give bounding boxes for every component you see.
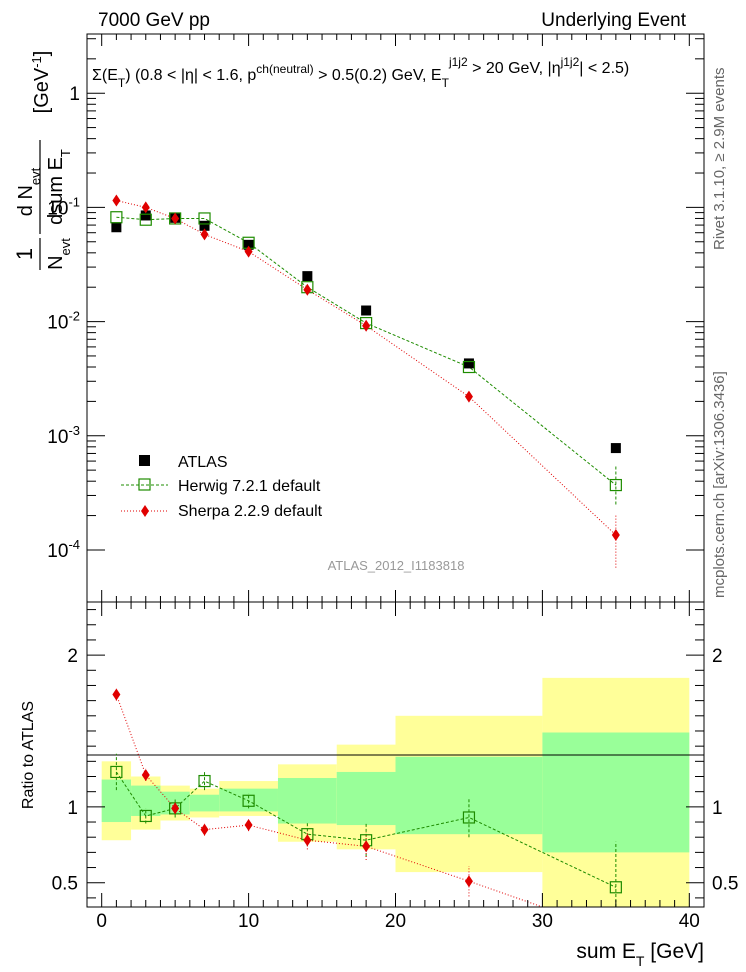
herwig-point xyxy=(139,213,152,226)
ratio-y-tick-label-right: 2 xyxy=(712,646,723,667)
main-plot: 110-110-210-310-4 Σ(ET) (0.8 < |η| < 1.6… xyxy=(12,33,705,603)
ratio-y-tick-label-left: 2 xyxy=(67,646,78,667)
ratio-y-tick-label-right: 0.5 xyxy=(712,874,738,895)
main-y-tick-label: 10-3 xyxy=(47,423,80,448)
header-right-label: Underlying Event xyxy=(541,10,686,31)
legend-marker-herwig xyxy=(138,478,151,491)
legend-label-herwig: Herwig 7.2.1 default xyxy=(178,478,321,495)
main-y-axis-label: 1 Nevt d Nevt dsum ET [GeV-1] xyxy=(12,51,73,270)
sherpa-point xyxy=(611,529,620,542)
herwig-point xyxy=(609,478,622,492)
ratio-band-inner xyxy=(101,779,132,823)
x-tick-label: 10 xyxy=(238,911,259,932)
sherpa-point xyxy=(112,194,121,207)
sherpa-ratio-point xyxy=(171,802,180,815)
herwig-point xyxy=(462,360,476,374)
atlas-point xyxy=(610,443,621,454)
herwig-line xyxy=(116,216,617,486)
atlas-point xyxy=(361,305,372,316)
ratio-y-tick-label-left: 0.5 xyxy=(52,874,78,895)
sherpa-ratio-point xyxy=(362,840,371,853)
main-plot-marks xyxy=(110,194,622,568)
legend-label-sherpa: Sherpa 2.2.9 default xyxy=(178,503,323,520)
ratio-y-tick-label-left: 1 xyxy=(67,798,78,819)
sherpa-point xyxy=(362,319,371,332)
atlas-point xyxy=(243,239,254,250)
sherpa-point xyxy=(244,245,253,258)
svg-text:1: 1 xyxy=(12,248,37,260)
x-axis-label: sum ET [GeV] xyxy=(576,940,704,969)
ratio-plot-axes: 2 2 1 1 0.5 0.5 0 10 20 30 40 xyxy=(52,602,738,932)
legend: ATLAS Herwig 7.2.1 default Sherpa 2.2.9 … xyxy=(121,454,323,520)
main-y-tick-label: 1 xyxy=(69,84,80,105)
ratio-band-inner xyxy=(189,794,220,812)
cuts-label: Σ(ET) (0.8 < |η| < 1.6, pch(neutral) > 0… xyxy=(92,55,629,90)
analysis-id-label: ATLAS_2012_I1183818 xyxy=(328,558,465,573)
main-y-tick-label: 10-2 xyxy=(47,309,80,334)
ratio-band-inner xyxy=(336,771,396,826)
sherpa-ratio-point xyxy=(244,819,253,832)
sherpa-point xyxy=(171,212,180,225)
main-plot-axes: 110-110-210-310-4 xyxy=(47,34,704,602)
header-left-label: 7000 GeV pp xyxy=(98,10,210,31)
legend-marker-atlas xyxy=(139,455,150,466)
x-tick-label: 0 xyxy=(96,911,107,932)
herwig-ratio-point xyxy=(198,774,211,788)
ratio-plot-marks xyxy=(110,688,622,908)
ratio-band-inner xyxy=(277,778,337,824)
herwig-ratio-point xyxy=(139,809,152,823)
rivet-version-label: Rivet 3.1.10, ≥ 2.9M events xyxy=(711,68,728,251)
x-tick-label: 20 xyxy=(385,911,406,932)
x-tick-label: 30 xyxy=(532,911,553,932)
herwig-point xyxy=(198,212,211,225)
atlas-point xyxy=(463,358,474,369)
sherpa-point xyxy=(141,201,150,214)
svg-text:d Nevt: d Nevt xyxy=(15,167,43,216)
mcplots-label: mcplots.cern.ch [arXiv:1306.3436] xyxy=(711,371,728,598)
legend-marker-sherpa xyxy=(141,505,149,517)
sherpa-ratio-point xyxy=(464,875,473,888)
sherpa-point xyxy=(464,390,473,403)
herwig-ratio-point xyxy=(609,881,622,894)
atlas-point xyxy=(111,222,122,233)
x-tick-label: 40 xyxy=(679,911,700,932)
atlas-point xyxy=(199,220,210,231)
herwig-ratio-point xyxy=(462,811,476,824)
sherpa-ratio-point xyxy=(112,688,121,701)
ratio-y-tick-label-right: 1 xyxy=(712,798,723,819)
sherpa-ratio-point xyxy=(303,834,312,847)
sherpa-point xyxy=(200,228,209,241)
svg-text:[GeV-1]: [GeV-1] xyxy=(29,51,54,114)
legend-label-atlas: ATLAS xyxy=(178,454,228,471)
atlas-point xyxy=(302,271,313,282)
ratio-y-axis-label: Ratio to ATLAS xyxy=(20,701,37,809)
herwig-ratio-point xyxy=(242,794,255,807)
atlas-point xyxy=(140,210,151,221)
sherpa-ratio-point xyxy=(141,768,150,781)
herwig-point xyxy=(110,211,123,224)
sherpa-ratio-point xyxy=(200,823,209,836)
sherpa-point xyxy=(303,283,312,296)
ratio-plot: 2 2 1 1 0.5 0.5 0 10 20 30 40 Ratio to ATLAS sum E… xyxy=(20,601,738,969)
herwig-ratio-point xyxy=(110,765,123,779)
svg-text:Nevt: Nevt xyxy=(45,238,73,270)
main-y-tick-label: 10-4 xyxy=(47,537,80,562)
ratio-band-inner xyxy=(542,732,690,853)
ratio-bands xyxy=(101,677,690,907)
